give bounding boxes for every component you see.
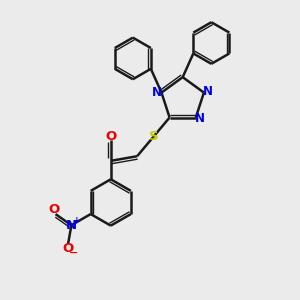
Text: +: + <box>73 216 80 225</box>
Text: N: N <box>195 112 205 125</box>
Text: N: N <box>203 85 213 98</box>
Text: −: − <box>69 248 78 258</box>
Text: O: O <box>105 130 116 143</box>
Text: O: O <box>49 203 60 216</box>
Text: S: S <box>148 130 158 143</box>
Text: N: N <box>66 219 77 232</box>
Text: O: O <box>62 242 74 255</box>
Text: N: N <box>152 86 162 99</box>
